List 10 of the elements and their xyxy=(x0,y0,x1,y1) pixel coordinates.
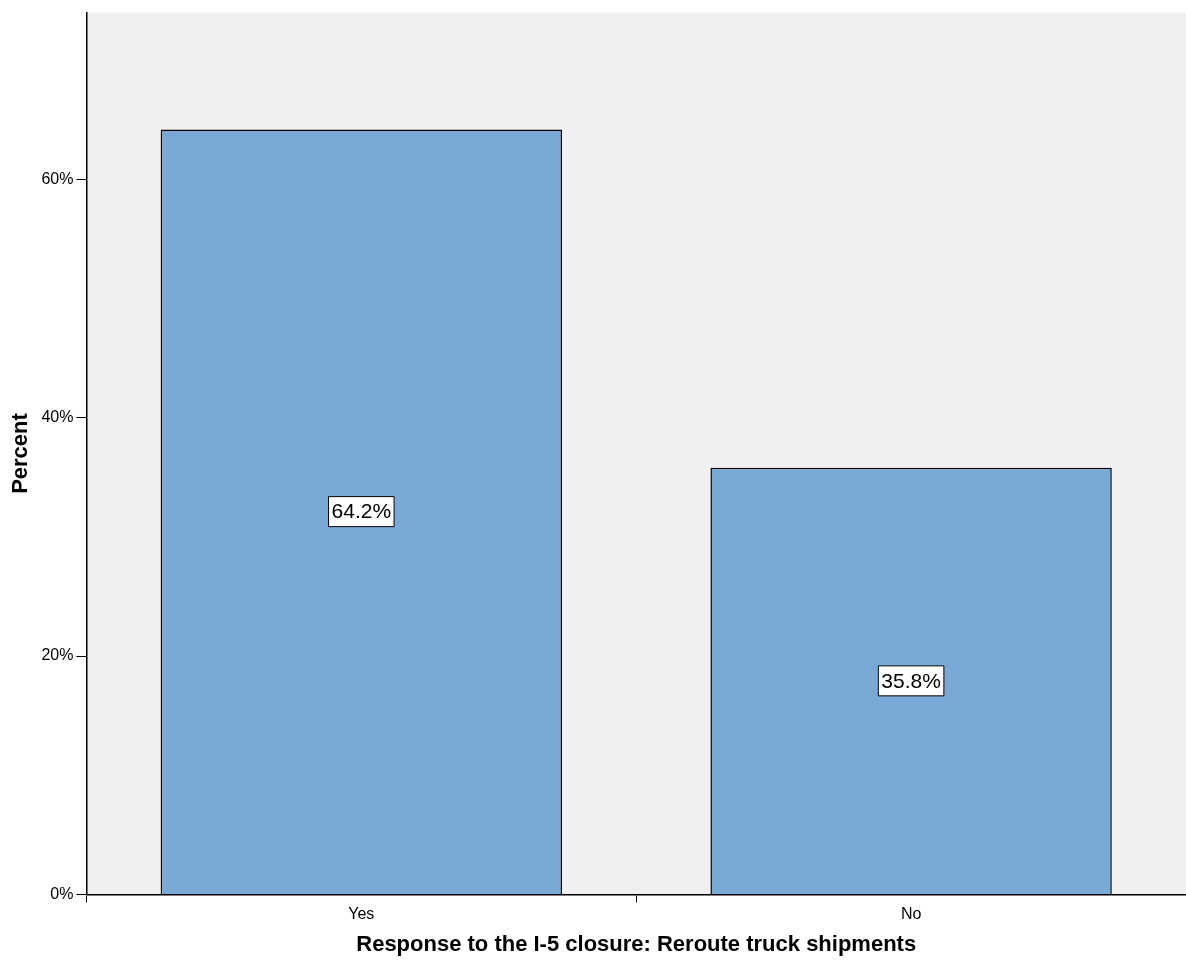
y-tick-label: 0% xyxy=(50,884,74,902)
x-tick-label: Yes xyxy=(348,905,375,923)
data-label: 64.2% xyxy=(331,499,392,523)
y-tick-label: 40% xyxy=(41,408,74,426)
x-axis-title: Response to the I-5 closure: Reroute truck shipments xyxy=(356,930,917,956)
y-axis-title: Percent xyxy=(7,412,33,494)
y-tick-label: 60% xyxy=(41,169,74,187)
y-tick-label: 20% xyxy=(41,646,74,664)
x-tick-label: No xyxy=(900,905,922,923)
data-label: 35.8% xyxy=(881,668,941,692)
